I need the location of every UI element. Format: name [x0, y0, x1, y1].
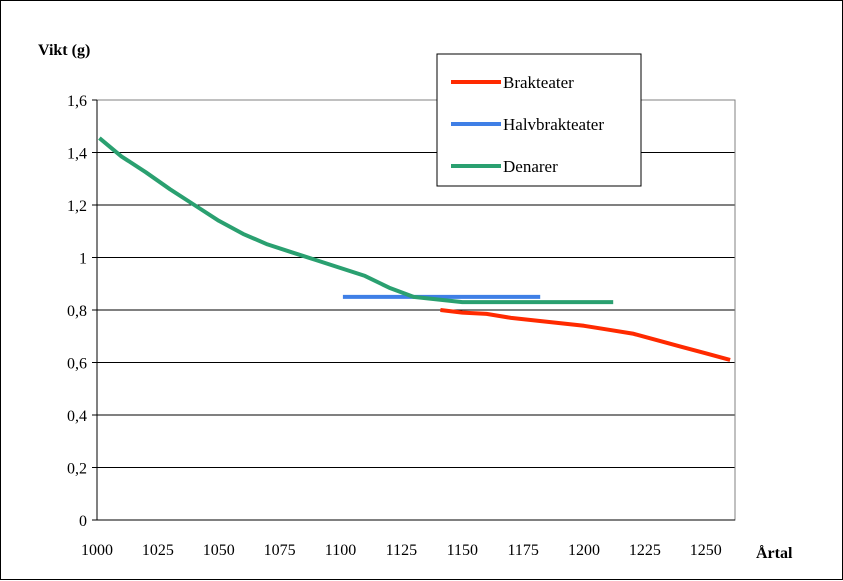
x-tick-label: 1175	[507, 542, 538, 559]
y-tick-label: 1,2	[67, 198, 87, 215]
y-tick-label: 0	[79, 513, 87, 530]
x-tick-label: 1000	[81, 542, 113, 559]
legend: Brakteater Halvbrakteater Denarer	[436, 53, 642, 187]
y-tick-label: 1,6	[67, 93, 87, 110]
x-tick-label: 1200	[568, 542, 600, 559]
x-tick-label: 1100	[325, 542, 356, 559]
y-tick-label: 0,4	[67, 408, 87, 425]
y-tick-label: 0,2	[67, 461, 87, 478]
legend-label: Halvbrakteater	[503, 115, 604, 134]
y-tick-labels: 0 0,2 0,4 0,6 0,8 1 1,2 1,4 1,6	[67, 93, 87, 530]
x-tick-label: 1050	[203, 542, 235, 559]
y-tick-label: 1,4	[67, 146, 87, 163]
gridlines	[97, 99, 735, 468]
y-axis-title: Vikt (g)	[38, 42, 90, 59]
y-tick-label: 0,6	[67, 356, 87, 373]
y-tick-label: 0,8	[67, 303, 87, 320]
series-line-denarer	[98, 136, 614, 305]
x-tick-label: 1225	[629, 542, 661, 559]
series-lines	[98, 136, 731, 362]
x-tick-label: 1125	[386, 542, 417, 559]
y-tick-label: 1	[79, 251, 87, 268]
x-tick-labels: 1000 1025 1050 1075 1100 1125 1150 1175 1200 1225…	[81, 542, 722, 559]
x-tick-label: 1075	[264, 542, 296, 559]
x-tick-label: 1025	[142, 542, 174, 559]
axes	[92, 99, 735, 521]
x-tick-label: 1150	[447, 542, 478, 559]
legend-label: Denarer	[503, 157, 558, 176]
x-axis-title: Årtal	[756, 544, 793, 562]
legend-label: Brakteater	[503, 73, 574, 92]
x-tick-label: 1250	[690, 542, 722, 559]
series-line-brakteater	[440, 308, 731, 362]
